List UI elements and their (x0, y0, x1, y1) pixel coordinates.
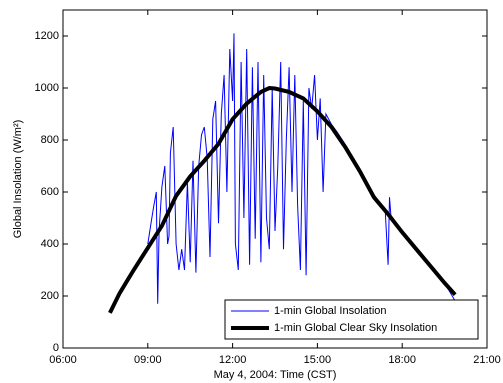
y-tick-label: 1200 (35, 30, 59, 42)
legend-label: 1-min Global Clear Sky Insolation (274, 322, 437, 334)
legend-label: 1-min Global Insolation (274, 305, 387, 317)
x-tick-label: 06:00 (49, 354, 77, 366)
y-axis-label: Global Insolation (W/m²) (12, 120, 24, 239)
y-tick-label: 1000 (35, 82, 59, 94)
x-tick-label: 15:00 (304, 354, 332, 366)
plot-area (62, 9, 488, 349)
x-tick-label: 12:00 (219, 354, 247, 366)
series-line (147, 33, 455, 304)
y-tick-label: 200 (41, 290, 59, 302)
y-tick-label: 600 (41, 186, 59, 198)
series-line (108, 85, 457, 314)
y-tick-label: 400 (41, 238, 59, 250)
x-tick-label: 09:00 (134, 354, 162, 366)
y-tick-label: 800 (41, 134, 59, 146)
x-tick-label: 21:00 (473, 354, 501, 366)
x-tick-label: 18:00 (388, 354, 416, 366)
x-axis-label: May 4, 2004: Time (CST) (214, 369, 337, 381)
legend-box (224, 299, 479, 340)
y-tick-label: 0 (53, 342, 59, 354)
